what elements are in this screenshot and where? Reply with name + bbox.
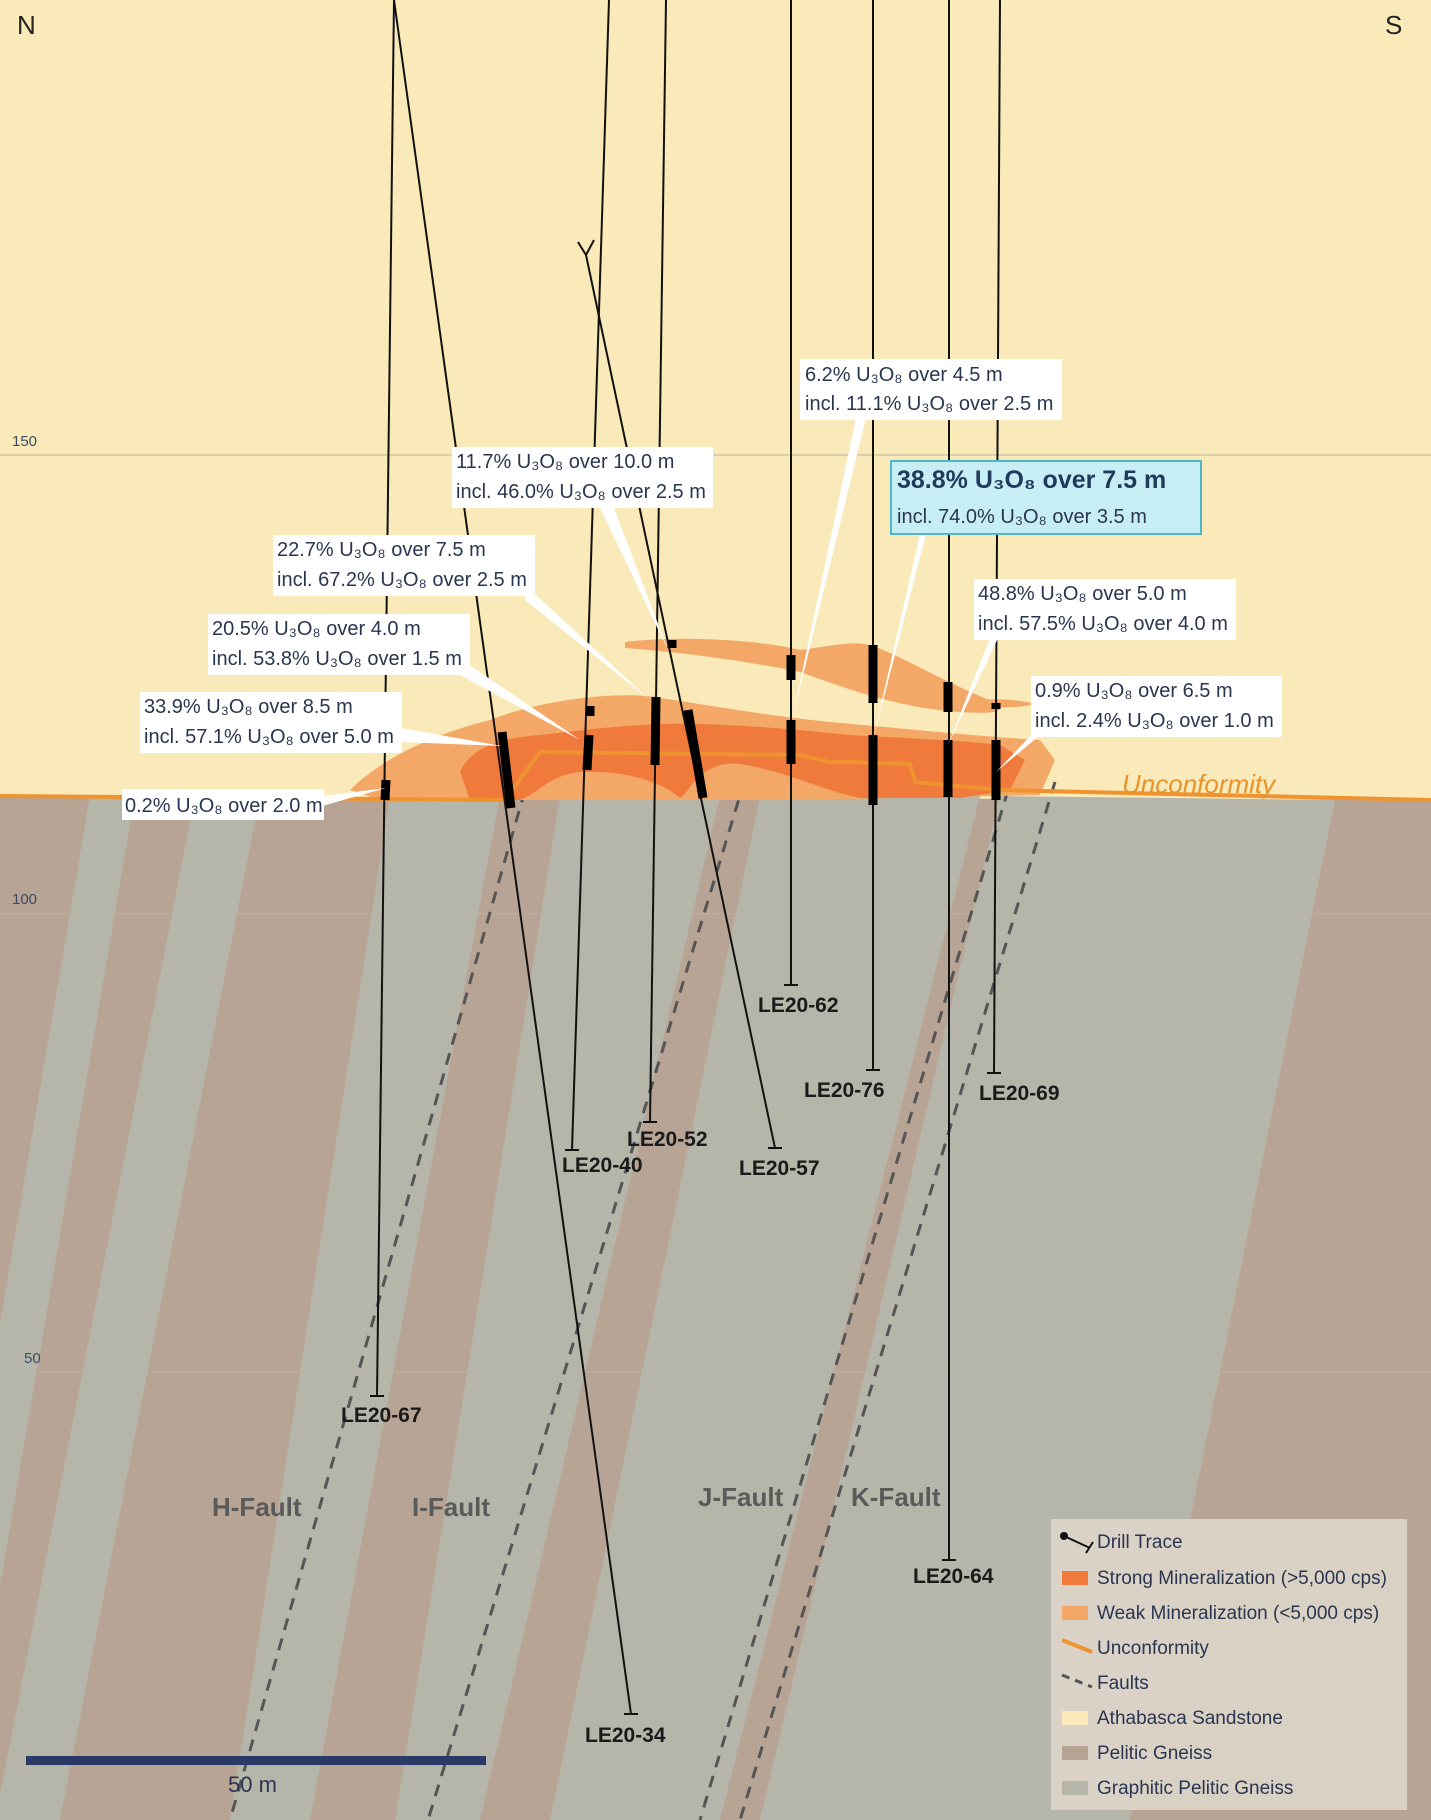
callout-le20-57-line2: incl. 46.0% U₃O₈ over 2.5 m	[456, 481, 706, 503]
svg-text:Graphitic Pelitic Gneiss: Graphitic Pelitic Gneiss	[1097, 1778, 1293, 1799]
callout-le20-34-line2: incl. 57.1% U₃O₈ over 5.0 m	[144, 726, 394, 748]
i-fault-line	[426, 719, 765, 1820]
graphitic-gneiss-swatch	[1062, 1781, 1088, 1795]
unconformity-label: Unconformity	[1122, 769, 1277, 799]
sandstone-swatch	[1062, 1711, 1088, 1725]
south-label: S	[1385, 10, 1402, 40]
svg-text:Drill Trace: Drill Trace	[1097, 1532, 1183, 1553]
scale-bar-label: 50 m	[228, 1772, 277, 1797]
elevation-label-100: 100	[12, 891, 37, 908]
callout-box-le20-52	[273, 535, 535, 596]
north-label: N	[17, 10, 36, 40]
svg-text:Pelitic Gneiss: Pelitic Gneiss	[1097, 1743, 1212, 1764]
elevation-label-50: 50	[24, 1350, 41, 1367]
faults	[228, 709, 1057, 1820]
legend: Drill Trace Strong Mineralization (>5,00…	[1051, 1519, 1407, 1810]
j-fault-line	[698, 789, 1010, 1820]
callout-le20-40-line2: incl. 53.8% U₃O₈ over 1.5 m	[212, 648, 462, 670]
callout-box-le20-64	[974, 579, 1236, 640]
hole-label-le20-40: LE20-40	[562, 1154, 643, 1177]
callout-box-le20-40	[208, 614, 470, 675]
legend-pelitic-gneiss: Pelitic Gneiss	[1062, 1743, 1212, 1764]
callout-le20-69-line1: 0.9% U₃O₈ over 6.5 m	[1035, 680, 1233, 702]
unconformity-line	[0, 749, 1431, 803]
svg-text:Weak Mineralization (<5,000 cp: Weak Mineralization (<5,000 cps)	[1097, 1603, 1379, 1624]
callout-le20-76-line1: 38.8% U₃O₈ over 7.5 m	[897, 466, 1166, 494]
hole-label-le20-57: LE20-57	[739, 1157, 820, 1180]
drill-trace-le20-34	[393, 0, 632, 1715]
callout-le20-69-line2: incl. 2.4% U₃O₈ over 1.0 m	[1035, 710, 1274, 732]
legend-faults: Faults	[1061, 1673, 1149, 1694]
fault-label-j: J-Fault	[698, 1482, 784, 1512]
callout-le20-52-line1: 22.7% U₃O₈ over 7.5 m	[277, 539, 486, 561]
fault-label-i: I-Fault	[412, 1492, 490, 1522]
drill-trace-le20-57	[585, 254, 776, 1149]
callout-le20-57-line1: 11.7% U₃O₈ over 10.0 m	[456, 451, 674, 473]
callout-box-le20-76-highlight	[890, 460, 1202, 535]
weak-mineralization-upper	[625, 638, 1000, 713]
callout-le20-34-line1: 33.9% U₃O₈ over 8.5 m	[144, 696, 353, 718]
hole-label-le20-69: LE20-69	[979, 1082, 1060, 1105]
callout-le20-76-line2: incl. 74.0% U₃O₈ over 3.5 m	[897, 506, 1147, 528]
callout-leaders	[322, 418, 1046, 806]
fault-swatch	[1061, 1673, 1093, 1689]
legend-panel	[1051, 1519, 1407, 1810]
graphitic-band	[0, 796, 135, 1586]
fault-label-h: H-Fault	[212, 1492, 302, 1522]
callout-le20-52-line2: incl. 67.2% U₃O₈ over 2.5 m	[277, 569, 527, 591]
callout-box-le20-57	[452, 447, 713, 508]
legend-unconformity: Unconformity	[1061, 1638, 1209, 1659]
svg-text:Athabasca Sandstone: Athabasca Sandstone	[1097, 1708, 1283, 1729]
fault-label-k: K-Fault	[851, 1482, 941, 1512]
svg-text:Strong Mineralization (>5,000: Strong Mineralization (>5,000 cps)	[1097, 1568, 1387, 1589]
pelitic-gneiss-swatch	[1062, 1746, 1088, 1760]
callout-le20-67-line1: 0.2% U₃O₈ over 2.0 m	[125, 795, 323, 817]
strong-mineralization	[460, 723, 1025, 800]
graphitic-band	[0, 796, 260, 1820]
drill-collar-le20-57	[577, 239, 595, 258]
drill-trace-le20-52	[649, 0, 667, 1123]
callout-box-le20-69	[1031, 676, 1282, 737]
drill-trace-le20-69	[993, 0, 1001, 1074]
hole-label-le20-62: LE20-62	[758, 994, 839, 1017]
graphitic-band	[230, 796, 500, 1820]
hole-label-le20-76: LE20-76	[804, 1079, 885, 1102]
legend-strong-mineralization: Strong Mineralization (>5,000 cps)	[1062, 1568, 1387, 1589]
svg-text:Faults: Faults	[1097, 1673, 1149, 1694]
svg-text:Unconformity: Unconformity	[1097, 1638, 1209, 1659]
graphitic-band	[760, 796, 1335, 1820]
drill-trace-le20-40	[571, 0, 610, 1151]
h-fault-line	[228, 709, 550, 1820]
callout-box-le20-62	[800, 359, 1062, 420]
legend-drill-trace: Drill Trace	[1060, 1532, 1183, 1554]
hole-label-le20-64: LE20-64	[913, 1565, 994, 1588]
hole-label-le20-67: LE20-67	[341, 1404, 422, 1427]
legend-graphitic-pelitic-gneiss: Graphitic Pelitic Gneiss	[1062, 1778, 1293, 1799]
hole-label-le20-34: LE20-34	[585, 1724, 666, 1747]
drill-traces	[370, 0, 1001, 1715]
legend-weak-mineralization: Weak Mineralization (<5,000 cps)	[1062, 1603, 1379, 1624]
unconformity-swatch	[1061, 1638, 1093, 1654]
callout-le20-64-line2: incl. 57.5% U₃O₈ over 4.0 m	[978, 613, 1228, 635]
graphitic-band	[395, 796, 720, 1820]
elevation-label-150: 150	[12, 433, 37, 450]
scale-bar	[26, 1756, 486, 1765]
legend-athabasca-sandstone: Athabasca Sandstone	[1062, 1708, 1283, 1729]
hole-label-le20-52: LE20-52	[627, 1128, 708, 1151]
weak-mineralization-swatch	[1062, 1606, 1088, 1620]
callout-le20-62-line1: 6.2% U₃O₈ over 4.5 m	[805, 364, 1003, 386]
callout-le20-64-line1: 48.8% U₃O₈ over 5.0 m	[978, 583, 1187, 605]
callout-box-le20-34	[140, 692, 402, 753]
strong-mineralization-swatch	[1062, 1571, 1088, 1585]
callout-le20-62-line2: incl. 11.1% U₃O₈ over 2.5 m	[805, 393, 1053, 415]
callout-box-le20-67	[122, 789, 324, 820]
intercept-ticks	[380, 640, 1001, 809]
k-fault-line	[738, 781, 1057, 1820]
elevation-grid	[0, 454, 1431, 1373]
callout-le20-40-line1: 20.5% U₃O₈ over 4.0 m	[212, 618, 421, 640]
